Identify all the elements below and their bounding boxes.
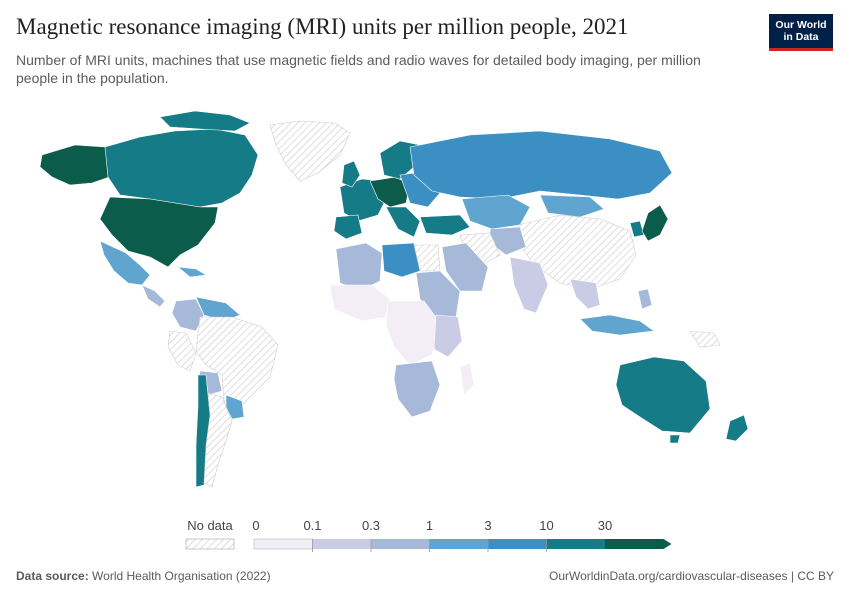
legend-bin: [605, 539, 672, 549]
legend-threshold-label: 0.3: [362, 518, 380, 533]
country-central-america[interactable]: [141, 284, 166, 308]
country-china[interactable]: [517, 214, 637, 290]
source-text[interactable]: World Health Organisation (2022): [92, 569, 271, 583]
country-philippines[interactable]: [637, 288, 653, 310]
country-mongolia[interactable]: [539, 194, 605, 218]
legend-bin: [371, 539, 430, 549]
country-brazil[interactable]: [195, 316, 279, 412]
legend-threshold-label: 0: [252, 518, 259, 533]
country-kazakhstan[interactable]: [461, 194, 531, 230]
country-japan[interactable]: [641, 204, 669, 242]
country-north-africa-west[interactable]: [335, 242, 383, 292]
country-central-africa[interactable]: [385, 300, 441, 366]
source-label: Data source:: [16, 569, 89, 583]
legend-bin: [312, 539, 371, 549]
country-madagascar[interactable]: [459, 362, 475, 396]
legend-threshold-label: 10: [539, 518, 553, 533]
country-iberia[interactable]: [333, 214, 363, 240]
country-png[interactable]: [689, 330, 721, 348]
logo-line-1: Our World: [775, 19, 827, 31]
legend-threshold-label: 0.1: [303, 518, 321, 533]
country-new-zealand[interactable]: [725, 414, 749, 442]
country-argentina[interactable]: [203, 392, 233, 488]
country-southern-africa[interactable]: [393, 360, 441, 418]
map-legend: No data 0 0.1 0.3 1 3 10 30: [0, 515, 850, 555]
country-australia[interactable]: [615, 356, 711, 434]
footer: Data source: World Health Organisation (…: [16, 569, 834, 583]
footer-link[interactable]: OurWorldinData.org/cardiovascular-diseas…: [548, 569, 834, 583]
country-colombia[interactable]: [171, 298, 205, 332]
country-east-africa[interactable]: [433, 314, 463, 358]
country-caribbean[interactable]: [177, 266, 207, 278]
country-turkey[interactable]: [419, 214, 471, 236]
legend-bin: [429, 539, 488, 549]
legend-bin: [488, 539, 547, 549]
chart-subtitle: Number of MRI units, machines that use m…: [16, 52, 701, 86]
country-canada[interactable]: [104, 128, 259, 208]
country-india[interactable]: [509, 256, 549, 314]
world-map-svg: [39, 110, 749, 488]
country-west-africa[interactable]: [329, 284, 391, 322]
country-russia[interactable]: [409, 130, 673, 200]
logo-line-2: in Data: [783, 31, 819, 43]
legend-svg: No data 0 0.1 0.3 1 3 10 30: [185, 518, 672, 552]
country-greenland[interactable]: [269, 120, 351, 182]
country-peru[interactable]: [167, 330, 197, 372]
owid-logo[interactable]: Our World in Data: [769, 14, 833, 51]
country-libya[interactable]: [381, 242, 421, 278]
country-southeast-asia[interactable]: [569, 278, 601, 310]
country-tasmania[interactable]: [669, 434, 681, 444]
world-map[interactable]: [0, 95, 850, 515]
country-alaska[interactable]: [39, 144, 119, 186]
country-italy-balkans[interactable]: [385, 206, 421, 238]
legend-bin: [253, 538, 313, 550]
legend-threshold-label: 30: [598, 518, 612, 533]
country-canada-north-islands[interactable]: [159, 110, 251, 132]
legend-threshold-label: 3: [484, 518, 491, 533]
country-korea[interactable]: [629, 220, 645, 238]
country-united-states[interactable]: [99, 196, 219, 268]
legend-bin: [546, 539, 605, 549]
country-paraguay-uruguay[interactable]: [225, 394, 245, 420]
legend-no-data-label: No data: [187, 518, 233, 533]
country-middle-east[interactable]: [441, 242, 489, 292]
country-chile[interactable]: [195, 374, 211, 488]
legend-threshold-label: 1: [426, 518, 433, 533]
chart-title: Magnetic resonance imaging (MRI) units p…: [16, 14, 629, 39]
country-uk-ireland[interactable]: [341, 160, 361, 188]
country-indonesia[interactable]: [579, 314, 655, 336]
legend-no-data-swatch: [185, 538, 235, 550]
